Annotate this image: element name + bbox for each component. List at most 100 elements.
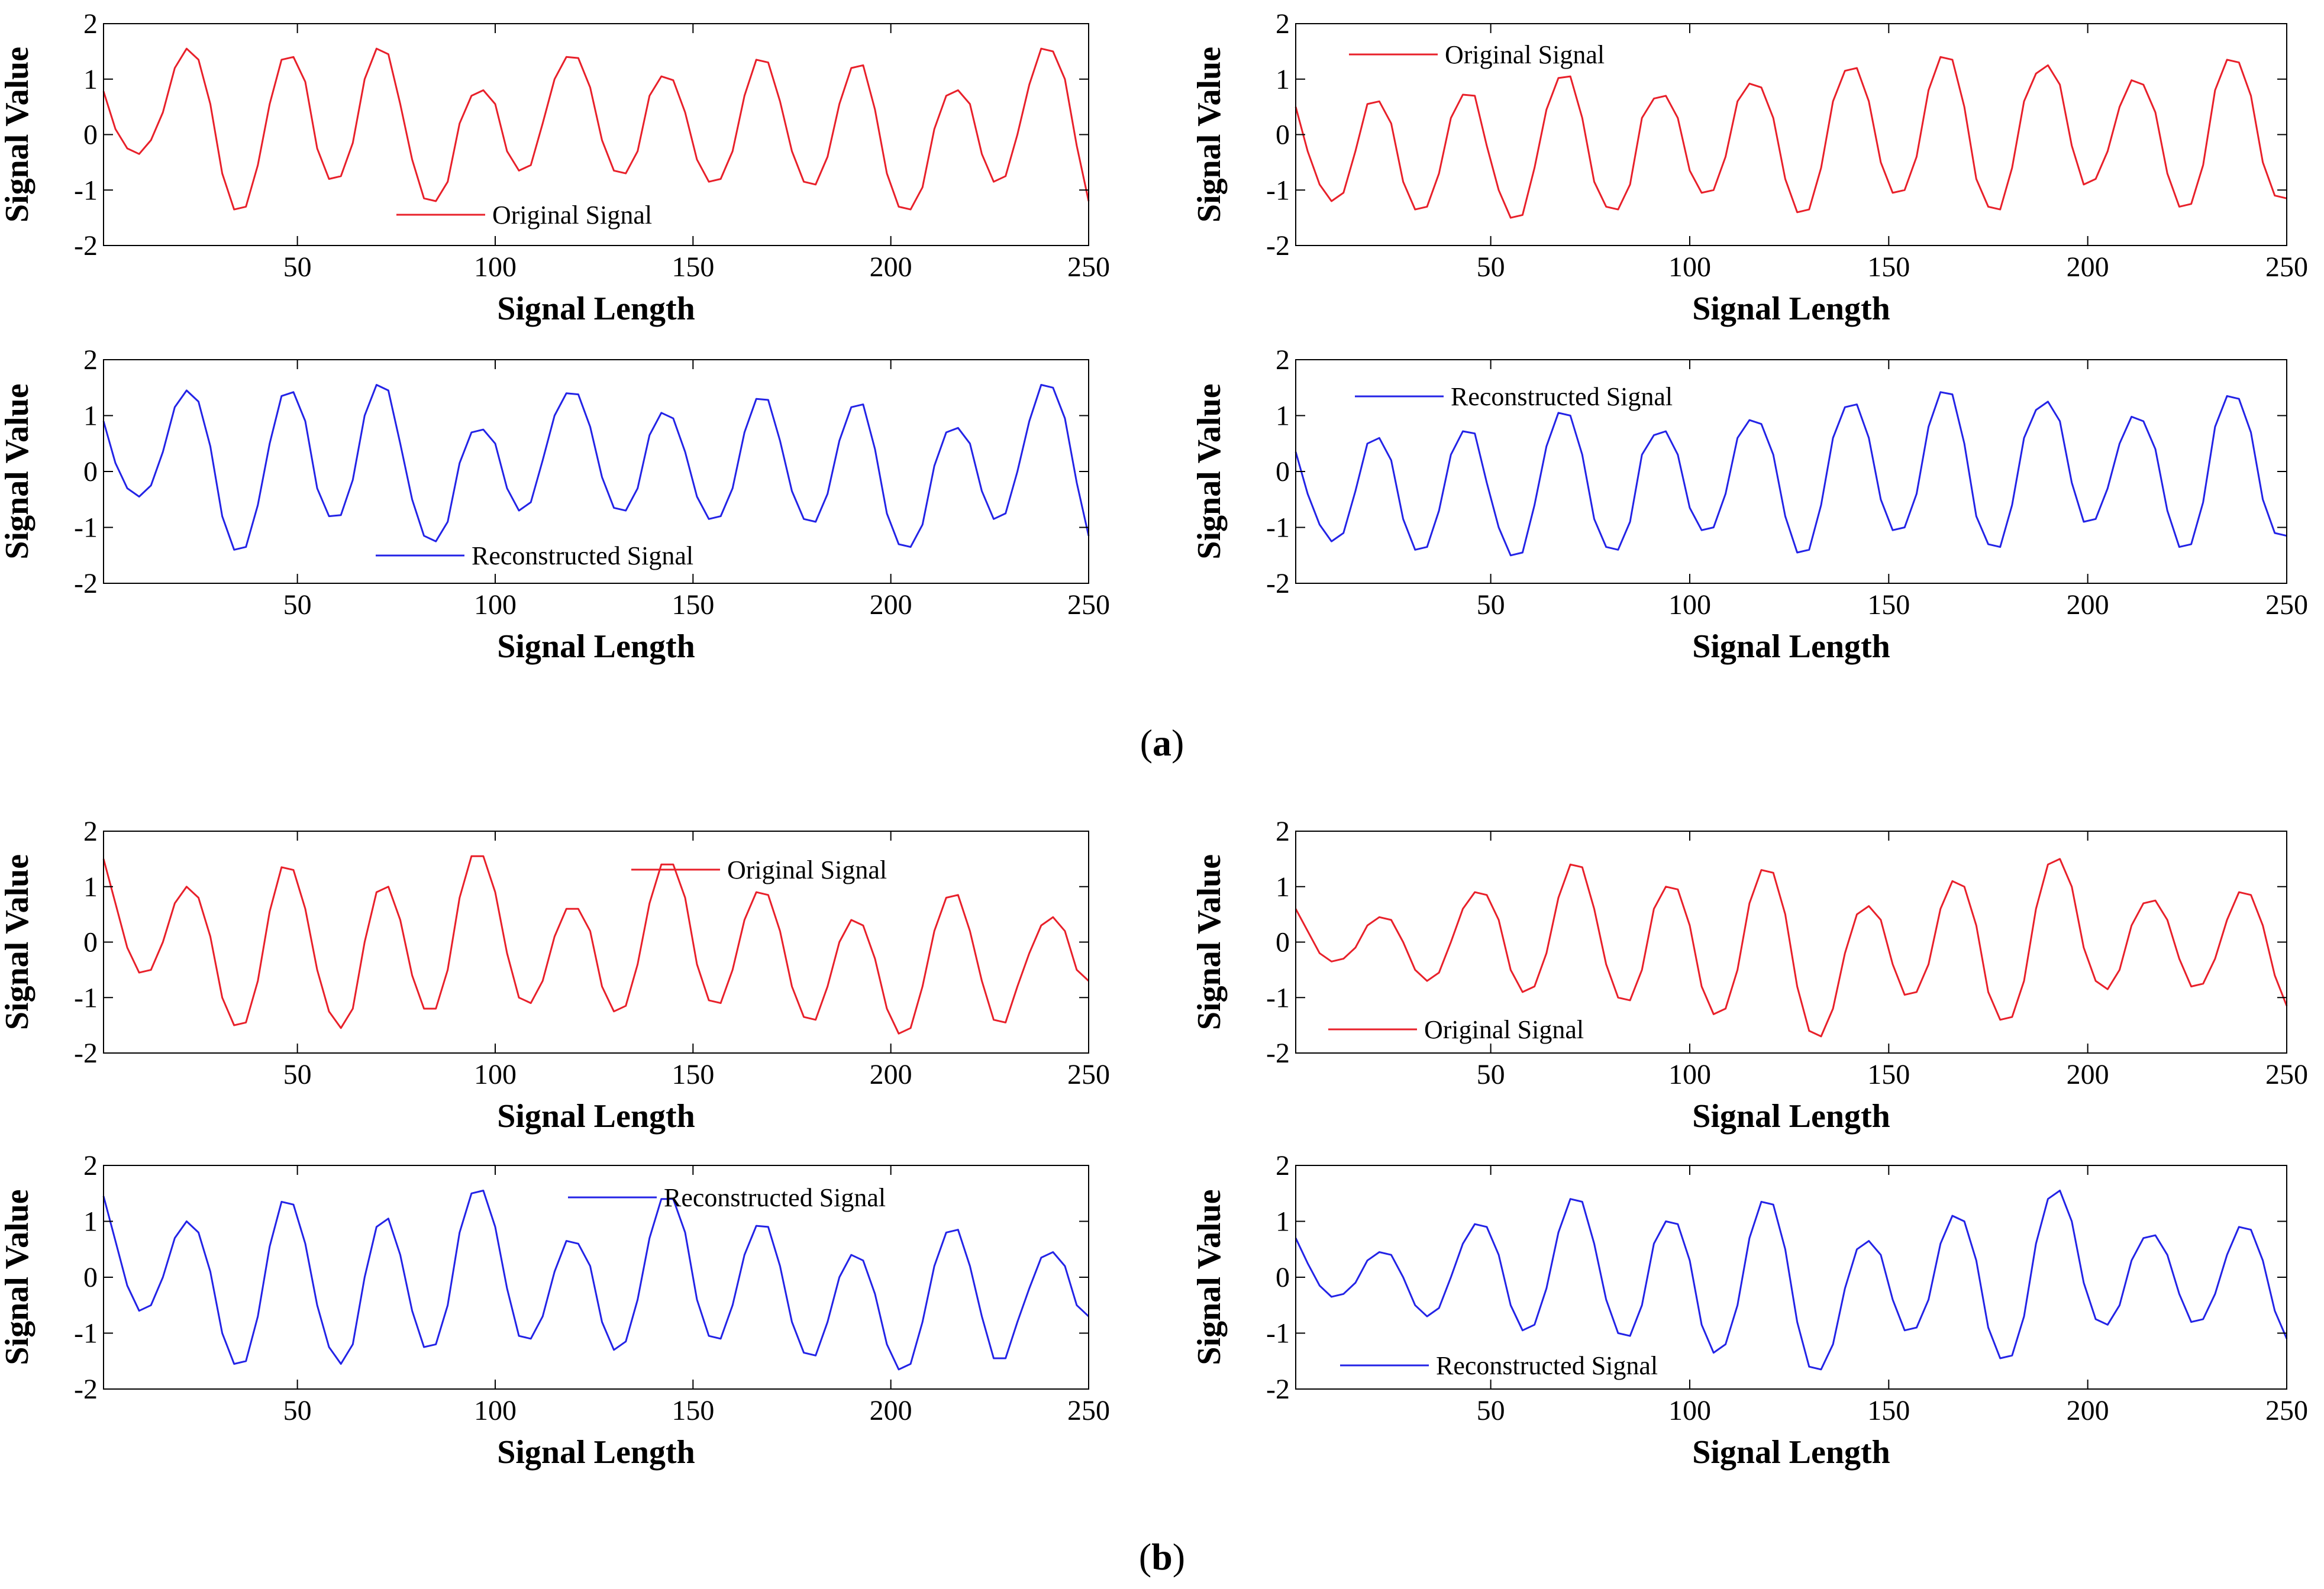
x-tick-label: 200 bbox=[2067, 1395, 2109, 1426]
x-axis-title: Signal Length bbox=[497, 1434, 695, 1471]
x-tick-label: 250 bbox=[1067, 1059, 1110, 1090]
legend: Reconstructed Signal bbox=[1355, 382, 1673, 411]
y-tick-label: -1 bbox=[74, 512, 98, 544]
y-tick-label: 0 bbox=[1276, 927, 1290, 958]
x-tick-label: 250 bbox=[1067, 251, 1110, 283]
y-axis-title: Signal Value bbox=[0, 383, 35, 559]
y-tick-label: 1 bbox=[83, 64, 98, 95]
y-axis-title: Signal Value bbox=[1191, 383, 1228, 559]
series-line-b1-original-0 bbox=[102, 855, 1090, 1035]
legend: Reconstructed Signal bbox=[376, 541, 693, 570]
series-line-a2-reconstructed-0 bbox=[1295, 391, 2287, 557]
x-tick-label: 200 bbox=[870, 589, 912, 621]
y-tick-label: 0 bbox=[1276, 1262, 1290, 1293]
y-tick-label: 1 bbox=[83, 871, 98, 903]
x-tick-label: 100 bbox=[1668, 1059, 1711, 1090]
chart-panel-b1-reconstructed: 50 100 150 200 250 -2 -1 0 1 2 Signal Length Signal… bbox=[0, 1150, 1110, 1471]
y-tick-label: -2 bbox=[74, 568, 98, 599]
x-tick-label: 50 bbox=[283, 251, 312, 283]
series-line-a1-original-0 bbox=[102, 47, 1090, 211]
x-tick-label: 100 bbox=[474, 1395, 517, 1426]
x-axis-title: Signal Length bbox=[497, 1098, 695, 1135]
y-tick-label: -2 bbox=[1266, 230, 1290, 261]
y-tick-label: 1 bbox=[83, 401, 98, 432]
x-tick-label: 200 bbox=[870, 251, 912, 283]
y-tick-label: 2 bbox=[1276, 344, 1290, 376]
x-tick-label: 200 bbox=[870, 1395, 912, 1426]
series-line-b2-reconstructed-0 bbox=[1295, 1190, 2288, 1371]
x-axis-title: Signal Length bbox=[1692, 290, 1890, 327]
y-tick-label: 0 bbox=[83, 120, 98, 151]
y-tick-label: 1 bbox=[1276, 64, 1290, 95]
y-tick-label: 0 bbox=[83, 927, 98, 958]
x-tick-label: 50 bbox=[1477, 589, 1505, 621]
x-tick-label: 100 bbox=[1668, 589, 1711, 621]
x-tick-label: 200 bbox=[870, 1059, 912, 1090]
legend-label: Reconstructed Signal bbox=[472, 541, 693, 570]
x-tick-label: 150 bbox=[672, 1059, 714, 1090]
y-tick-label: 0 bbox=[83, 456, 98, 487]
y-tick-label: -1 bbox=[1266, 175, 1290, 206]
caption-b: (b) bbox=[1139, 1536, 1185, 1578]
legend-label: Original Signal bbox=[492, 201, 652, 230]
legend-label: Original Signal bbox=[1424, 1015, 1584, 1044]
y-tick-label: 1 bbox=[83, 1206, 98, 1238]
y-tick-label: -2 bbox=[74, 1038, 98, 1069]
x-tick-label: 150 bbox=[1867, 251, 1910, 283]
legend: Original Signal bbox=[1328, 1015, 1584, 1044]
chart-panel-a1-reconstructed: 50 100 150 200 250 -2 -1 0 1 2 Signal Length Signal… bbox=[0, 344, 1110, 665]
x-tick-label: 250 bbox=[2265, 589, 2308, 621]
x-tick-label: 50 bbox=[283, 1059, 312, 1090]
x-axis-title: Signal Length bbox=[497, 290, 695, 327]
x-tick-label: 150 bbox=[1867, 1059, 1910, 1090]
x-tick-label: 100 bbox=[474, 251, 517, 283]
legend-label: Original Signal bbox=[727, 855, 887, 884]
y-tick-label: 0 bbox=[1276, 456, 1290, 487]
y-axis-title: Signal Value bbox=[1191, 1189, 1228, 1365]
series-line-b2-original-0 bbox=[1295, 858, 2288, 1038]
caption-a: (a) bbox=[1140, 722, 1184, 764]
x-tick-label: 50 bbox=[1477, 251, 1505, 283]
axes-frame bbox=[103, 1165, 1089, 1390]
chart-panel-a2-reconstructed: 50 100 150 200 250 -2 -1 0 1 2 Signal Length Signal… bbox=[1191, 344, 2308, 665]
y-tick-label: -1 bbox=[1266, 512, 1290, 544]
legend-label: Original Signal bbox=[1445, 40, 1605, 69]
x-tick-label: 150 bbox=[1867, 1395, 1910, 1426]
y-axis-title: Signal Value bbox=[0, 1189, 35, 1365]
legend-label: Reconstructed Signal bbox=[664, 1183, 886, 1212]
y-tick-label: 0 bbox=[83, 1262, 98, 1293]
y-tick-label: -1 bbox=[74, 1318, 98, 1349]
series-line-a1-reconstructed-0 bbox=[102, 384, 1090, 551]
y-tick-label: -1 bbox=[1266, 1318, 1290, 1349]
chart-panel-a2-original: 50 100 150 200 250 -2 -1 0 1 2 Signal Length Signal… bbox=[1191, 8, 2308, 327]
x-tick-label: 150 bbox=[672, 251, 714, 283]
series-line-b1-reconstructed-0 bbox=[102, 1190, 1090, 1371]
y-tick-label: -2 bbox=[1266, 568, 1290, 599]
x-tick-label: 150 bbox=[672, 589, 714, 621]
x-tick-label: 250 bbox=[2265, 1395, 2308, 1426]
y-tick-label: 2 bbox=[83, 344, 98, 376]
legend: Reconstructed Signal bbox=[568, 1183, 886, 1212]
y-tick-label: -2 bbox=[1266, 1374, 1290, 1405]
x-tick-label: 50 bbox=[283, 589, 312, 621]
y-tick-label: 2 bbox=[1276, 816, 1290, 847]
x-tick-label: 100 bbox=[1668, 251, 1711, 283]
chart-panel-a1-original: 50 100 150 200 250 -2 -1 0 1 2 Signal Length Signal… bbox=[0, 8, 1110, 327]
x-axis-title: Signal Length bbox=[1692, 1098, 1890, 1135]
y-tick-label: -2 bbox=[74, 230, 98, 261]
legend-label: Reconstructed Signal bbox=[1436, 1351, 1658, 1380]
x-tick-label: 50 bbox=[1477, 1395, 1505, 1426]
y-tick-label: 2 bbox=[1276, 1150, 1290, 1181]
x-tick-label: 250 bbox=[1067, 1395, 1110, 1426]
x-tick-label: 50 bbox=[1477, 1059, 1505, 1090]
y-tick-label: -1 bbox=[74, 982, 98, 1013]
x-tick-label: 250 bbox=[2265, 1059, 2308, 1090]
x-tick-label: 100 bbox=[1668, 1395, 1711, 1426]
x-tick-label: 100 bbox=[474, 1059, 517, 1090]
y-tick-label: 0 bbox=[1276, 120, 1290, 151]
x-tick-label: 100 bbox=[474, 589, 517, 621]
y-axis-title: Signal Value bbox=[1191, 47, 1228, 222]
y-tick-label: 2 bbox=[1276, 8, 1290, 40]
x-tick-label: 200 bbox=[2067, 1059, 2109, 1090]
